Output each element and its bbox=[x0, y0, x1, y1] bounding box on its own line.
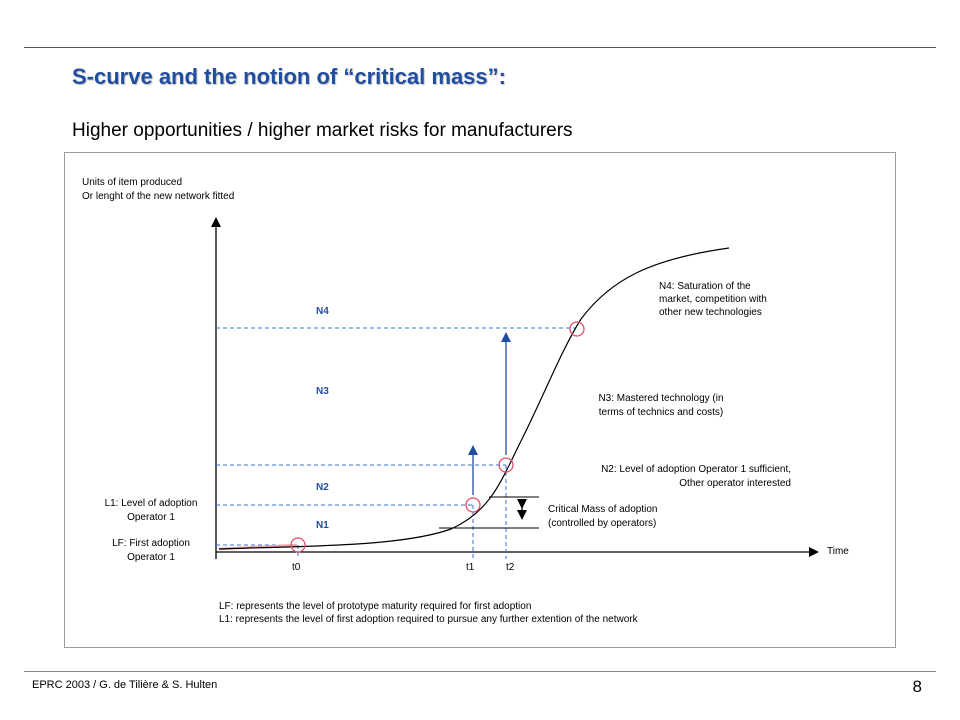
s-curve-diagram: Units of item produced Or lenght of the … bbox=[82, 177, 849, 625]
footnote-l1: L1: represents the level of first adopti… bbox=[219, 614, 639, 625]
top-rule bbox=[24, 47, 936, 48]
l1-point-circle bbox=[465, 497, 481, 513]
lf-label-line2: Operator 1 bbox=[127, 552, 175, 563]
slide-subtitle: Higher opportunities / higher market ris… bbox=[72, 120, 573, 141]
n4-note-line2: market, competition with bbox=[659, 294, 767, 305]
footer-credit: EPRC 2003 / G. de Tilière & S. Hulten bbox=[32, 679, 218, 691]
footnote-lf: LF: represents the level of prototype ma… bbox=[219, 601, 531, 612]
time-label-t0: t0 bbox=[292, 562, 301, 573]
time-label-t2: t2 bbox=[506, 562, 515, 573]
bottom-rule bbox=[24, 671, 936, 672]
critical-mass-note-line1: Critical Mass of adoption bbox=[548, 504, 658, 515]
level-label-n1: N1 bbox=[316, 520, 329, 531]
n2-note-line2: Other operator interested bbox=[679, 478, 791, 489]
critical-mass-note-line2: (controlled by operators) bbox=[548, 518, 656, 529]
time-label-t1: t1 bbox=[466, 562, 475, 573]
level-label-n3: N3 bbox=[316, 386, 329, 397]
level-label-n4: N4 bbox=[316, 306, 329, 317]
s-curve bbox=[218, 247, 730, 550]
diagram-frame: Units of item produced Or lenght of the … bbox=[64, 152, 896, 648]
slide-title: S-curve and the notion of “critical mass… bbox=[72, 64, 506, 89]
page-number: 8 bbox=[912, 677, 922, 696]
y-axis-label-line2: Or lenght of the new network fitted bbox=[82, 191, 234, 202]
n3-note-line1: N3: Mastered technology (in bbox=[598, 393, 723, 404]
n2-note-line1: N2: Level of adoption Operator 1 suffici… bbox=[601, 464, 791, 475]
n4-note-line3: other new technologies bbox=[659, 307, 762, 318]
x-axis-label: Time bbox=[827, 546, 849, 557]
n2-point-circle bbox=[498, 457, 514, 473]
l1-label-line1: L1: Level of adoption bbox=[105, 498, 198, 509]
lf-point-circle bbox=[290, 537, 306, 553]
l1-label-line2: Operator 1 bbox=[127, 512, 175, 523]
level-label-n2: N2 bbox=[316, 482, 329, 493]
lf-label-line1: LF: First adoption bbox=[112, 538, 190, 549]
n4-point-circle bbox=[569, 321, 585, 337]
n3-note-line2: terms of technics and costs) bbox=[599, 407, 724, 418]
n4-note-line1: N4: Saturation of the bbox=[659, 281, 751, 292]
y-axis-label-line1: Units of item produced bbox=[82, 177, 182, 188]
